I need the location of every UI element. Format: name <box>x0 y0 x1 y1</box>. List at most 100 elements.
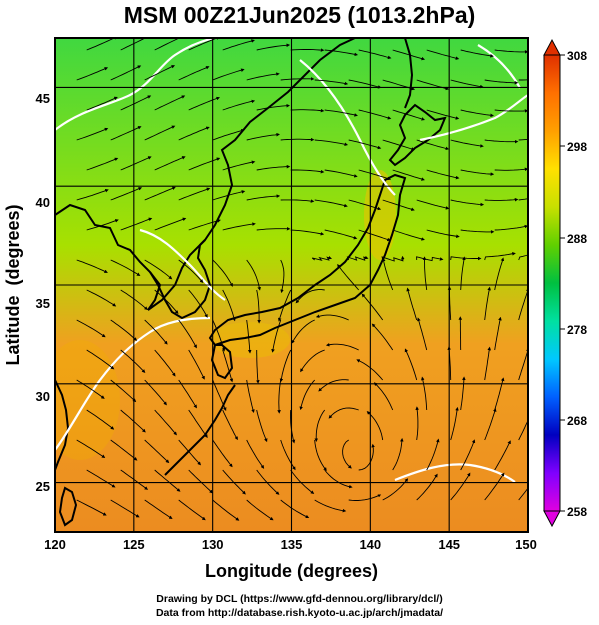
streamline <box>271 319 282 353</box>
streamline <box>518 287 528 321</box>
streamline <box>256 409 268 443</box>
streamline <box>450 79 484 89</box>
streamline <box>366 411 384 441</box>
streamline <box>494 316 502 351</box>
streamline <box>356 359 384 381</box>
streamline <box>144 186 176 201</box>
streamline <box>290 48 325 52</box>
streamline <box>518 487 528 501</box>
y-tick-label: 45 <box>36 91 50 106</box>
streamline <box>291 319 315 344</box>
streamline <box>280 77 315 81</box>
streamline <box>154 217 187 231</box>
streamline <box>76 319 106 338</box>
streamline <box>358 109 392 120</box>
streamline <box>404 348 418 381</box>
streamline <box>144 65 176 81</box>
streamline <box>529 443 546 470</box>
credit-drawing: Drawing by DCL (https://www.gfd-dennou.o… <box>156 593 443 605</box>
streamline <box>392 49 426 61</box>
streamline <box>348 494 382 501</box>
streamline <box>346 255 369 261</box>
streamline <box>110 126 142 141</box>
streamline <box>280 137 315 142</box>
coastline-korea <box>149 239 212 320</box>
contour-line <box>299 59 396 196</box>
streamline <box>110 65 142 81</box>
streamline <box>324 49 359 57</box>
colorbar-tick-label: 288 <box>567 232 587 246</box>
streamline <box>358 169 392 181</box>
streamline <box>358 443 375 471</box>
streamline <box>494 167 528 172</box>
streamline <box>417 317 428 351</box>
streamline <box>256 289 261 324</box>
streamline <box>120 349 146 374</box>
streamline <box>280 259 285 294</box>
streamline <box>222 469 246 495</box>
streamline <box>154 409 177 436</box>
streamline <box>280 499 310 519</box>
streamline <box>154 469 181 492</box>
streamline <box>337 263 360 291</box>
streamline <box>484 197 519 202</box>
streamline <box>358 49 392 60</box>
streamline <box>314 439 327 472</box>
plot-area <box>54 37 546 533</box>
streamline <box>382 139 415 151</box>
coastline-sakhalin <box>404 38 414 109</box>
coastline-china-south <box>55 379 70 471</box>
coastline-hokkaido <box>388 103 447 167</box>
streamline <box>324 169 358 178</box>
colorbar-bottom-arrow <box>543 510 561 528</box>
streamline <box>381 255 405 262</box>
streamline <box>314 139 349 146</box>
streamline <box>324 469 353 489</box>
contour-line <box>55 38 216 131</box>
streamline <box>246 439 265 469</box>
streamline <box>358 229 391 242</box>
streamline <box>188 96 220 111</box>
streamline <box>348 199 382 211</box>
streamline <box>76 259 108 273</box>
streamline <box>406 287 418 321</box>
x-tick-label: 135 <box>281 537 303 552</box>
streamline <box>212 68 245 81</box>
streamline <box>144 319 168 345</box>
streamline <box>212 379 227 412</box>
streamline <box>382 478 409 501</box>
streamline <box>222 99 256 111</box>
streamline <box>342 439 352 469</box>
streamline <box>178 187 211 201</box>
colorbar-tick-label: 258 <box>567 505 587 519</box>
streamline <box>256 103 291 111</box>
x-tick-label: 140 <box>359 537 381 552</box>
streamline <box>361 293 384 321</box>
streamline <box>120 217 153 231</box>
x-tick-label: 125 <box>123 537 145 552</box>
streamline <box>188 289 208 318</box>
x-tick-label: 120 <box>44 537 66 552</box>
streamline <box>188 349 205 380</box>
streamline <box>529 260 541 290</box>
y-tick-label: 30 <box>36 389 50 404</box>
streamline <box>144 125 176 141</box>
streamline <box>311 255 333 261</box>
streamline <box>426 169 460 180</box>
streamline <box>86 157 119 171</box>
streamline <box>222 349 234 383</box>
streamline <box>484 286 491 321</box>
streamline <box>290 108 325 113</box>
streamline <box>76 379 105 399</box>
streamline <box>154 95 186 111</box>
streamline <box>518 347 528 381</box>
colorbar-tick-label: 268 <box>567 414 587 428</box>
streamline <box>222 409 238 441</box>
streamline <box>188 157 221 171</box>
streamline <box>518 138 528 141</box>
streamline <box>529 380 541 410</box>
streamline <box>460 169 495 176</box>
y-tick-label: 25 <box>36 479 50 494</box>
streamline <box>280 199 315 203</box>
streamline <box>246 259 261 291</box>
